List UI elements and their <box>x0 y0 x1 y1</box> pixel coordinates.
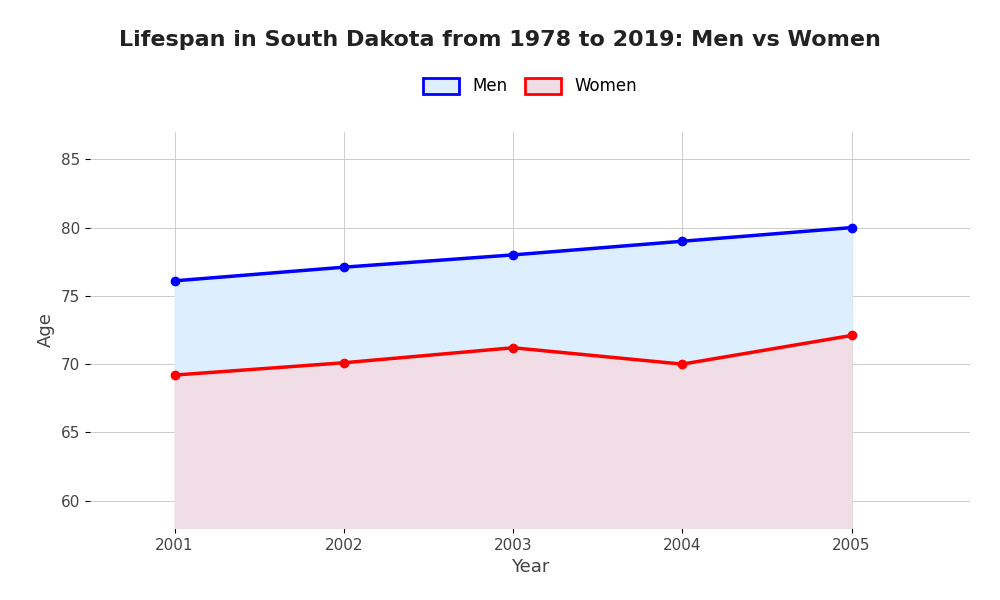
Legend: Men, Women: Men, Women <box>414 69 646 104</box>
Text: Lifespan in South Dakota from 1978 to 2019: Men vs Women: Lifespan in South Dakota from 1978 to 20… <box>119 30 881 50</box>
Y-axis label: Age: Age <box>37 313 55 347</box>
X-axis label: Year: Year <box>511 558 549 576</box>
